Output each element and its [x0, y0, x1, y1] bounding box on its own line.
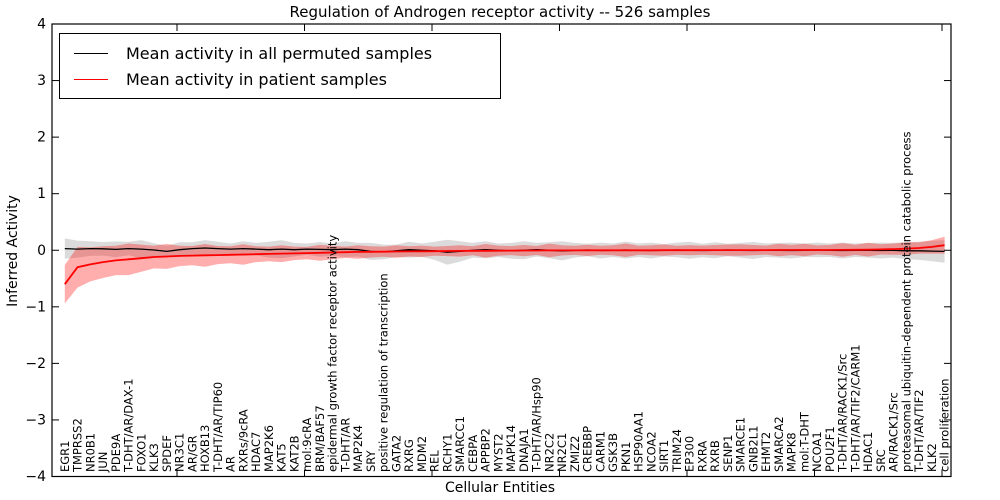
x-category-label: SENP1 — [721, 435, 735, 472]
x-category-label: EHMT2 — [759, 432, 773, 472]
x-category-label: MAP2K6 — [262, 425, 276, 472]
x-category-label: CEBPA — [466, 435, 480, 472]
x-category-label: GSK3B — [606, 433, 620, 472]
y-tick-label: −4 — [25, 469, 46, 485]
x-category-label: NR3C1 — [173, 433, 187, 472]
x-category-label: JUN — [96, 452, 110, 473]
x-category-label: CREBBP — [581, 426, 595, 472]
x-category-label: cell proliferation — [938, 378, 952, 472]
x-category-label: SMARCE1 — [734, 417, 748, 472]
x-category-label: FOXO1 — [134, 434, 148, 472]
x-category-label: T-DHT/AR — [338, 418, 352, 473]
x-category-label: SMARCA2 — [772, 416, 786, 472]
x-category-label: GNB2L1 — [746, 426, 760, 472]
x-category-label: RXRs/9cRA — [236, 409, 250, 472]
y-tick-label: 3 — [37, 73, 46, 89]
x-category-label: MYST2 — [491, 433, 505, 472]
x-category-label: RXRB — [708, 440, 722, 472]
x-category-label: SRC — [874, 449, 888, 472]
x-category-label: DNAJA1 — [517, 428, 531, 472]
y-tick-label: 1 — [37, 186, 46, 202]
x-category-label: epidermal growth factor receptor activit… — [326, 235, 340, 472]
plot-border — [51, 23, 952, 478]
x-category-label: PKN1 — [619, 442, 633, 472]
x-category-label: NR2C1 — [555, 433, 569, 472]
x-category-label: NR0B1 — [83, 433, 97, 472]
x-category-label: TRIM24 — [670, 429, 684, 473]
y-tick-label: 2 — [37, 130, 46, 146]
x-category-label: AR — [224, 456, 238, 472]
x-category-label: NCOA1 — [810, 431, 824, 472]
x-category-label: mol:9cRA — [300, 418, 314, 472]
y-tick-label: −1 — [25, 299, 46, 315]
patient-line-swatch — [74, 78, 108, 80]
x-category-label: AR/RACK1/Src — [887, 392, 901, 472]
legend-item-permuted: Mean activity in all permuted samples — [74, 40, 490, 66]
x-category-label: T-DHT/AR/DAX-1 — [122, 378, 136, 473]
x-category-label: EGR1 — [58, 441, 72, 473]
x-axis-label: Cellular Entities — [444, 480, 556, 496]
chart-title: Regulation of Androgen receptor activity… — [289, 3, 711, 21]
x-category-label: mol:T-DHT — [797, 411, 811, 472]
x-category-label: T-DHT/AR/Hsp90 — [530, 377, 544, 473]
x-category-label: ZMIZ2 — [568, 436, 582, 472]
patient-confidence-band — [64, 236, 945, 304]
x-category-label: EP300 — [683, 436, 697, 472]
x-category-label: REL — [428, 450, 442, 472]
x-category-label: GATA2 — [389, 435, 403, 472]
x-category-label: SPDEF — [160, 435, 174, 472]
x-category-label: CARM1 — [593, 431, 607, 472]
y-tick-label: 4 — [37, 17, 46, 33]
x-category-label: SIRT1 — [657, 440, 671, 472]
legend-label-permuted: Mean activity in all permuted samples — [126, 43, 433, 63]
x-category-label: positive regulation of transcription — [377, 273, 391, 472]
x-category-label: T-DHT/AR/TIF2 — [912, 389, 926, 473]
x-category-label: KLK2 — [925, 443, 939, 472]
x-category-label: T-DHT/AR/TIF2/CARM1 — [848, 344, 862, 473]
x-category-label: SMARCC1 — [453, 416, 467, 472]
x-category-label: RXRA — [695, 441, 709, 472]
x-category-label: proteasomal ubiquitin-dependent protein … — [899, 131, 913, 472]
legend-item-patient: Mean activity in patient samples — [74, 66, 490, 92]
permuted-line-swatch — [74, 52, 108, 54]
x-category-label: KAT2B — [287, 435, 301, 472]
x-category-label: RXRG — [402, 439, 416, 472]
x-category-label: MAP2K4 — [351, 425, 365, 472]
y-tick-label: 0 — [37, 243, 46, 259]
patient-mean-line — [64, 244, 945, 285]
y-tick-label: −3 — [25, 412, 46, 428]
x-category-label: T-DHT/AR/RACK1/Src — [836, 354, 850, 473]
x-category-label: MDM2 — [415, 436, 429, 472]
x-category-label: AR/GR — [185, 435, 199, 472]
x-category-label: KAT5 — [275, 443, 289, 472]
x-category-label: PDE9A — [109, 434, 123, 472]
x-category-label: T-DHT/AR/TIP60 — [211, 382, 225, 473]
y-axis-label: Inferred Activity — [5, 195, 21, 307]
y-tick-label: −2 — [25, 356, 46, 372]
x-category-label: TMPRSS2 — [71, 418, 85, 473]
x-category-label: NCOA2 — [644, 431, 658, 472]
x-category-label: SRY — [364, 449, 378, 472]
x-category-label: APPBP2 — [479, 428, 493, 472]
x-category-label: HOXB13 — [198, 425, 212, 472]
x-category-label: RCHY1 — [440, 434, 454, 472]
legend-label-patient: Mean activity in patient samples — [126, 69, 387, 89]
x-category-label: MAPK8 — [785, 432, 799, 472]
x-category-label: BRM/BAF57 — [313, 405, 327, 472]
x-category-label: HDAC1 — [861, 432, 875, 472]
x-category-label: HDAC7 — [249, 432, 263, 472]
x-category-label: NR2C2 — [542, 433, 556, 472]
x-category-label: POU2F1 — [823, 426, 837, 472]
x-category-label: HSP90AA1 — [632, 411, 646, 472]
x-category-label: MAPK14 — [504, 425, 518, 472]
x-category-label: KLK3 — [147, 443, 161, 472]
legend-box: Mean activity in all permuted samples Me… — [59, 33, 501, 99]
